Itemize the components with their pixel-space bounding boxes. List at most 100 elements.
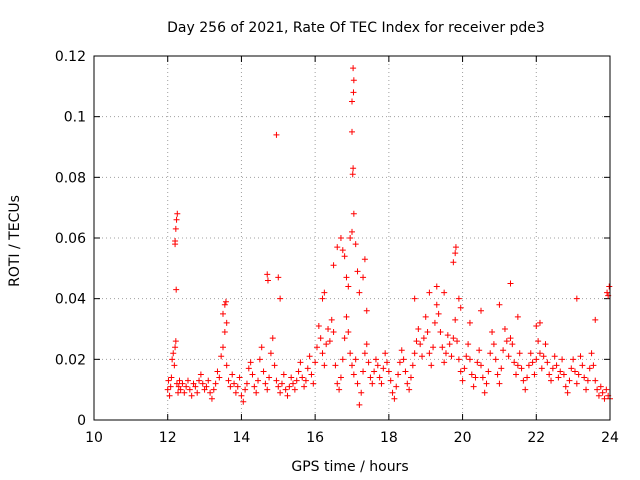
data-point — [592, 316, 599, 323]
data-point — [319, 295, 326, 302]
data-point — [253, 389, 260, 396]
data-point — [167, 383, 174, 390]
data-point — [419, 353, 426, 360]
data-point — [444, 332, 451, 339]
data-point — [181, 389, 188, 396]
data-point — [207, 389, 214, 396]
x-tick-label: 12 — [159, 430, 177, 446]
data-point — [430, 344, 437, 351]
data-point — [266, 374, 273, 381]
data-point — [568, 365, 575, 372]
data-point — [315, 322, 322, 329]
grid-lines — [94, 56, 610, 420]
data-point — [173, 286, 180, 293]
data-point — [354, 380, 361, 387]
y-tick-label: 0.1 — [64, 110, 86, 126]
data-point — [363, 307, 370, 314]
data-point — [367, 374, 374, 381]
data-point — [380, 365, 387, 372]
data-point — [199, 380, 206, 387]
data-point — [299, 374, 306, 381]
data-point — [509, 341, 516, 348]
data-point — [336, 386, 343, 393]
data-point — [406, 386, 413, 393]
data-point — [278, 380, 285, 387]
data-point — [223, 362, 230, 369]
data-point — [203, 383, 210, 390]
x-axis-label: GPS time / hours — [291, 459, 408, 475]
axis-ticks: 10 12 14 16 18 20 22 24 0 0.02 0.04 0.06 0.08 0.1 0.12 — [55, 49, 619, 446]
data-point — [301, 383, 308, 390]
data-point — [343, 274, 350, 281]
data-point — [450, 259, 457, 266]
data-point — [577, 353, 584, 360]
data-point — [277, 295, 284, 302]
data-point — [472, 374, 479, 381]
data-point — [247, 359, 254, 366]
data-point — [396, 359, 403, 366]
data-point — [339, 356, 346, 363]
data-point — [586, 365, 593, 372]
data-point — [260, 368, 267, 375]
data-point — [372, 356, 379, 363]
data-point — [599, 389, 606, 396]
data-point — [384, 359, 391, 366]
data-point — [273, 131, 280, 138]
data-point — [524, 374, 531, 381]
data-point — [277, 389, 284, 396]
y-axis-label: ROTI / TECUs — [7, 195, 23, 287]
data-point — [328, 316, 335, 323]
data-point — [321, 289, 328, 296]
y-tick-label: 0.12 — [55, 49, 86, 65]
data-point — [583, 386, 590, 393]
data-point — [490, 341, 497, 348]
data-point — [225, 377, 232, 384]
data-point — [172, 225, 179, 232]
data-point — [382, 350, 389, 357]
data-point — [454, 338, 461, 345]
data-point — [334, 380, 341, 387]
data-point — [313, 344, 320, 351]
chart-title: Day 256 of 2021, Rate Of TEC Index for r… — [167, 20, 545, 36]
data-point — [192, 383, 199, 390]
data-point — [463, 353, 470, 360]
data-point — [208, 395, 215, 402]
data-point — [562, 383, 569, 390]
data-point — [400, 356, 407, 363]
data-point — [238, 392, 245, 399]
data-point — [350, 89, 357, 96]
data-point — [345, 329, 352, 336]
data-point — [560, 371, 567, 378]
data-point — [205, 377, 212, 384]
data-point — [540, 353, 547, 360]
data-point — [441, 359, 448, 366]
x-tick-label: 10 — [85, 430, 103, 446]
data-point — [457, 304, 464, 311]
data-point — [349, 98, 355, 105]
data-point — [450, 335, 457, 342]
data-point — [179, 380, 186, 387]
data-point — [164, 386, 171, 393]
data-point — [184, 377, 191, 384]
data-point — [573, 295, 580, 302]
data-point — [549, 365, 556, 372]
y-tick-label: 0.04 — [55, 292, 86, 308]
y-tick-label: 0.02 — [55, 352, 86, 368]
data-point — [295, 368, 302, 375]
data-point — [339, 247, 346, 254]
data-point — [503, 338, 510, 345]
data-point — [350, 77, 357, 84]
data-point — [310, 380, 317, 387]
x-tick-label: 20 — [454, 430, 472, 446]
data-point — [319, 350, 326, 357]
data-point — [544, 359, 551, 366]
data-point — [171, 362, 178, 369]
data-point — [271, 362, 278, 369]
data-point — [321, 362, 328, 369]
data-point — [369, 380, 376, 387]
data-point — [417, 341, 424, 348]
data-point — [168, 374, 175, 381]
data-point — [533, 322, 540, 329]
data-point — [437, 329, 444, 336]
data-point — [201, 386, 208, 393]
